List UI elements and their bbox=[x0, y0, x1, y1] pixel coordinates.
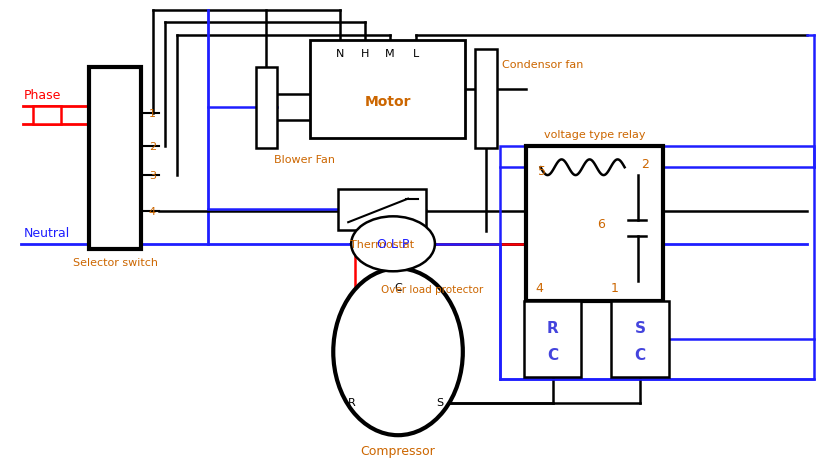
Text: Selector switch: Selector switch bbox=[73, 258, 157, 268]
Bar bbox=[611, 301, 669, 377]
Text: 4: 4 bbox=[149, 207, 156, 217]
Bar bbox=[523, 301, 581, 377]
Bar bbox=[338, 190, 426, 230]
Text: 6: 6 bbox=[597, 217, 605, 230]
Text: S: S bbox=[437, 397, 444, 407]
Text: Motor: Motor bbox=[364, 94, 411, 108]
Text: C: C bbox=[635, 347, 645, 362]
Text: Condensor fan: Condensor fan bbox=[502, 60, 583, 70]
Ellipse shape bbox=[351, 217, 435, 272]
Text: M: M bbox=[385, 49, 395, 59]
Bar bbox=[89, 68, 141, 249]
Bar bbox=[500, 146, 813, 380]
Text: 5: 5 bbox=[537, 164, 545, 177]
Text: Blower Fan: Blower Fan bbox=[274, 155, 336, 165]
Text: C: C bbox=[394, 282, 402, 292]
Text: Thermostat: Thermostat bbox=[350, 239, 414, 249]
Text: 1: 1 bbox=[611, 282, 619, 295]
Text: S: S bbox=[635, 320, 645, 335]
Text: Neutral: Neutral bbox=[23, 226, 70, 240]
Text: 2: 2 bbox=[641, 157, 649, 170]
Text: L: L bbox=[413, 49, 419, 59]
Bar bbox=[310, 40, 465, 139]
Text: Over load protector: Over load protector bbox=[381, 284, 483, 294]
Text: Compressor: Compressor bbox=[360, 444, 436, 458]
Text: R: R bbox=[347, 397, 355, 407]
Text: H: H bbox=[361, 49, 369, 59]
Ellipse shape bbox=[333, 269, 463, 435]
Bar bbox=[475, 50, 496, 148]
Text: O L P: O L P bbox=[377, 238, 410, 251]
Text: N: N bbox=[336, 49, 345, 59]
Text: Phase: Phase bbox=[23, 88, 61, 101]
Text: C: C bbox=[547, 347, 558, 362]
Text: 1: 1 bbox=[149, 109, 156, 119]
Text: 4: 4 bbox=[536, 282, 544, 295]
Text: 2: 2 bbox=[149, 141, 156, 151]
Text: voltage type relay: voltage type relay bbox=[544, 129, 645, 140]
Bar bbox=[34, 107, 61, 125]
Text: 3: 3 bbox=[149, 171, 156, 181]
Bar bbox=[256, 68, 278, 148]
Text: R: R bbox=[546, 320, 559, 335]
Bar bbox=[526, 146, 663, 301]
